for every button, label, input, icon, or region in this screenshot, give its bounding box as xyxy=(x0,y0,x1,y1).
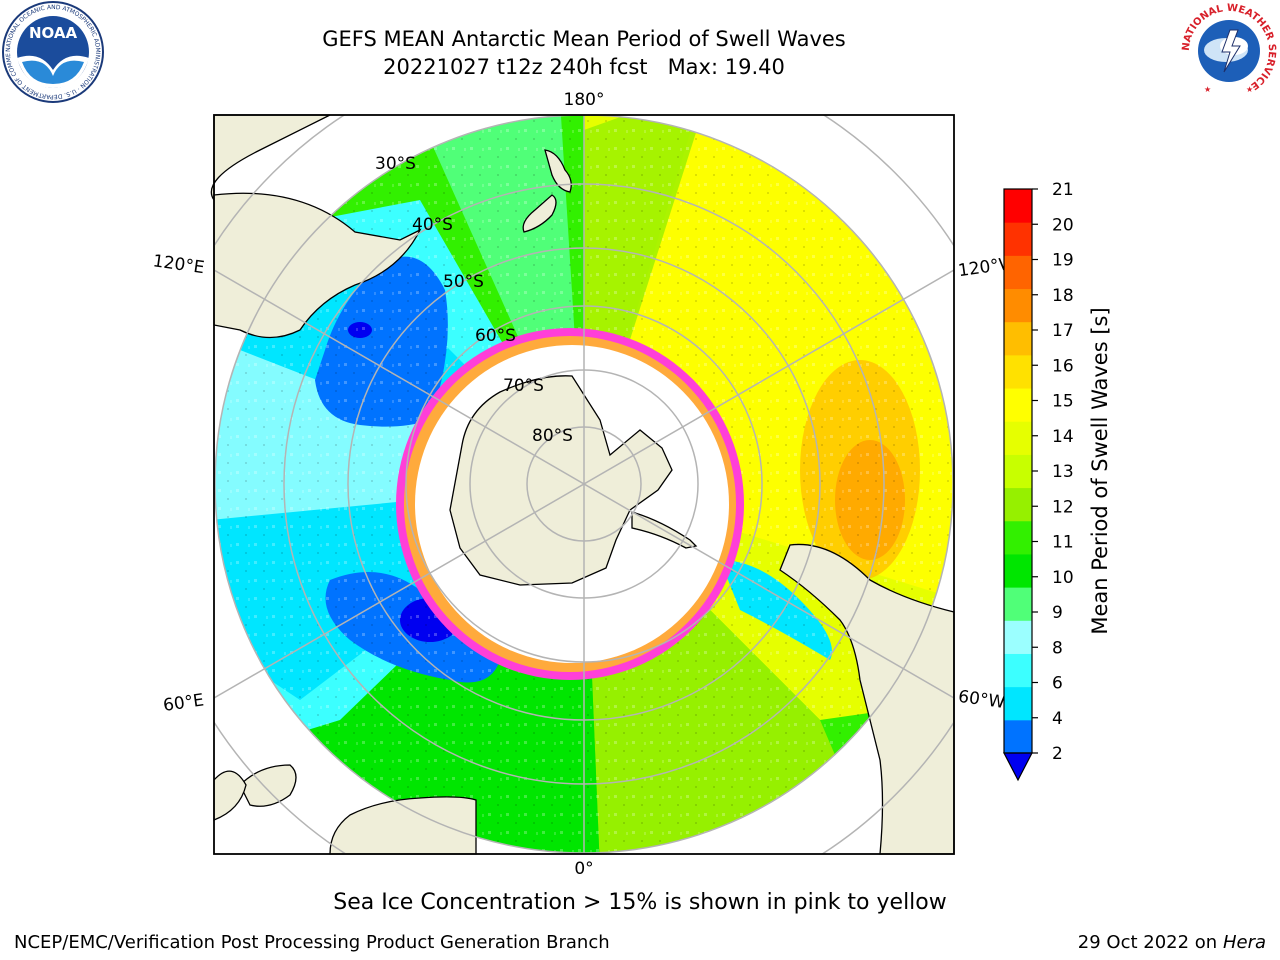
lon-label-60e: 60°E xyxy=(162,690,205,715)
colorbar-block xyxy=(1004,653,1032,688)
colorbar-block xyxy=(1004,189,1032,223)
lat-label-70s: 70°S xyxy=(503,376,544,396)
colorbar-tick-label: 8 xyxy=(1052,638,1063,658)
colorbar-tick-label: 16 xyxy=(1052,356,1074,376)
colorbar-block xyxy=(1004,255,1032,290)
colorbar-tick-label: 15 xyxy=(1052,392,1074,412)
footer-machine: Hera xyxy=(1222,932,1266,953)
colorbar-label: Mean Period of Swell Waves [s] xyxy=(1088,307,1112,634)
colorbar-tick-label: 9 xyxy=(1052,603,1063,623)
colorbar-block xyxy=(1004,520,1032,555)
footer-date: 29 Oct 2022 on xyxy=(1077,932,1223,953)
graticule xyxy=(214,115,954,854)
lat-label-40s: 40°S xyxy=(412,215,453,235)
colorbar-tick-label: 6 xyxy=(1052,674,1063,694)
colorbar-tick-label: 11 xyxy=(1052,533,1074,553)
svg-text:★: ★ xyxy=(1246,85,1253,94)
land-masses xyxy=(210,114,955,855)
sea-ice-caption: Sea Ice Concentration > 15% is shown in … xyxy=(333,890,947,915)
australia xyxy=(210,114,331,203)
footer-right: 29 Oct 2022 on Hera xyxy=(1078,932,1266,953)
colorbar-block xyxy=(1004,421,1032,455)
colorbar-block xyxy=(1004,454,1032,489)
colorbar-block xyxy=(1004,354,1032,389)
colorbar-block xyxy=(1004,620,1032,654)
map-subtitle: 20221027 t12z 240h fcst Max: 19.40 xyxy=(383,55,785,79)
antarctica xyxy=(449,375,673,586)
colorbar-block xyxy=(1004,553,1032,588)
footer-left: NCEP/EMC/Verification Post Processing Pr… xyxy=(14,932,610,953)
colorbar-block xyxy=(1004,288,1032,323)
colorbar-block xyxy=(1004,222,1032,256)
meridian-60e-120w xyxy=(214,269,954,699)
south-america xyxy=(779,543,955,855)
colorbar-tick-label: 20 xyxy=(1052,215,1074,235)
colorbar-block xyxy=(1004,587,1032,621)
colorbar-tick-label: 4 xyxy=(1052,709,1063,729)
colorbar-tick-label: 17 xyxy=(1052,321,1074,341)
colorbar-block xyxy=(1004,388,1032,422)
noaa-logo-text: NOAA xyxy=(29,24,78,42)
lat-label-60s: 60°S xyxy=(475,326,516,346)
colorbar-tick-label: 14 xyxy=(1052,427,1074,447)
lat-label-30s: 30°S xyxy=(375,154,416,174)
map-frame xyxy=(213,114,955,855)
colorbar-tick-label: 18 xyxy=(1052,286,1074,306)
svg-text:★: ★ xyxy=(1204,85,1211,94)
colorbar-tick-label: 21 xyxy=(1052,180,1074,200)
map-title: GEFS MEAN Antarctic Mean Period of Swell… xyxy=(322,27,846,51)
lon-label-120e: 120°E xyxy=(152,251,206,278)
noaa-logo: NATIONAL OCEANIC AND ATMOSPHERIC ADMINIS… xyxy=(0,0,104,103)
colorbar-tick-label: 19 xyxy=(1052,251,1074,271)
lon-label-60w: 60°W xyxy=(957,687,1006,713)
colorbar-block xyxy=(1004,487,1032,522)
lon-label-180: 180° xyxy=(564,90,605,110)
colorbar-tick-label: 10 xyxy=(1052,568,1074,588)
colorbar-tick-label: 12 xyxy=(1052,497,1074,517)
colorbar: 21 20 19 18 17 16 15 14 13 12 11 10 9 8 6 4 2 Mean Perio… xyxy=(1003,180,1112,782)
africa xyxy=(329,796,477,855)
nws-logo: NATIONAL WEATHER SERVICE ★ ★ xyxy=(1180,2,1278,100)
new-zealand-south-island xyxy=(522,194,557,233)
australia-mainland xyxy=(213,192,422,339)
colorbar-block xyxy=(1004,686,1032,721)
colorbar-block xyxy=(1004,719,1032,754)
lon-label-0: 0° xyxy=(574,859,593,879)
colorbar-tick-label: 2 xyxy=(1052,744,1063,764)
colorbar-block xyxy=(1004,321,1032,356)
lat-label-50s: 50°S xyxy=(443,272,484,292)
colorbar-tick-label: 13 xyxy=(1052,462,1074,482)
colorbar-under-arrow xyxy=(1003,752,1033,782)
lat-label-80s: 80°S xyxy=(532,426,573,446)
lower-left-land xyxy=(213,770,247,821)
